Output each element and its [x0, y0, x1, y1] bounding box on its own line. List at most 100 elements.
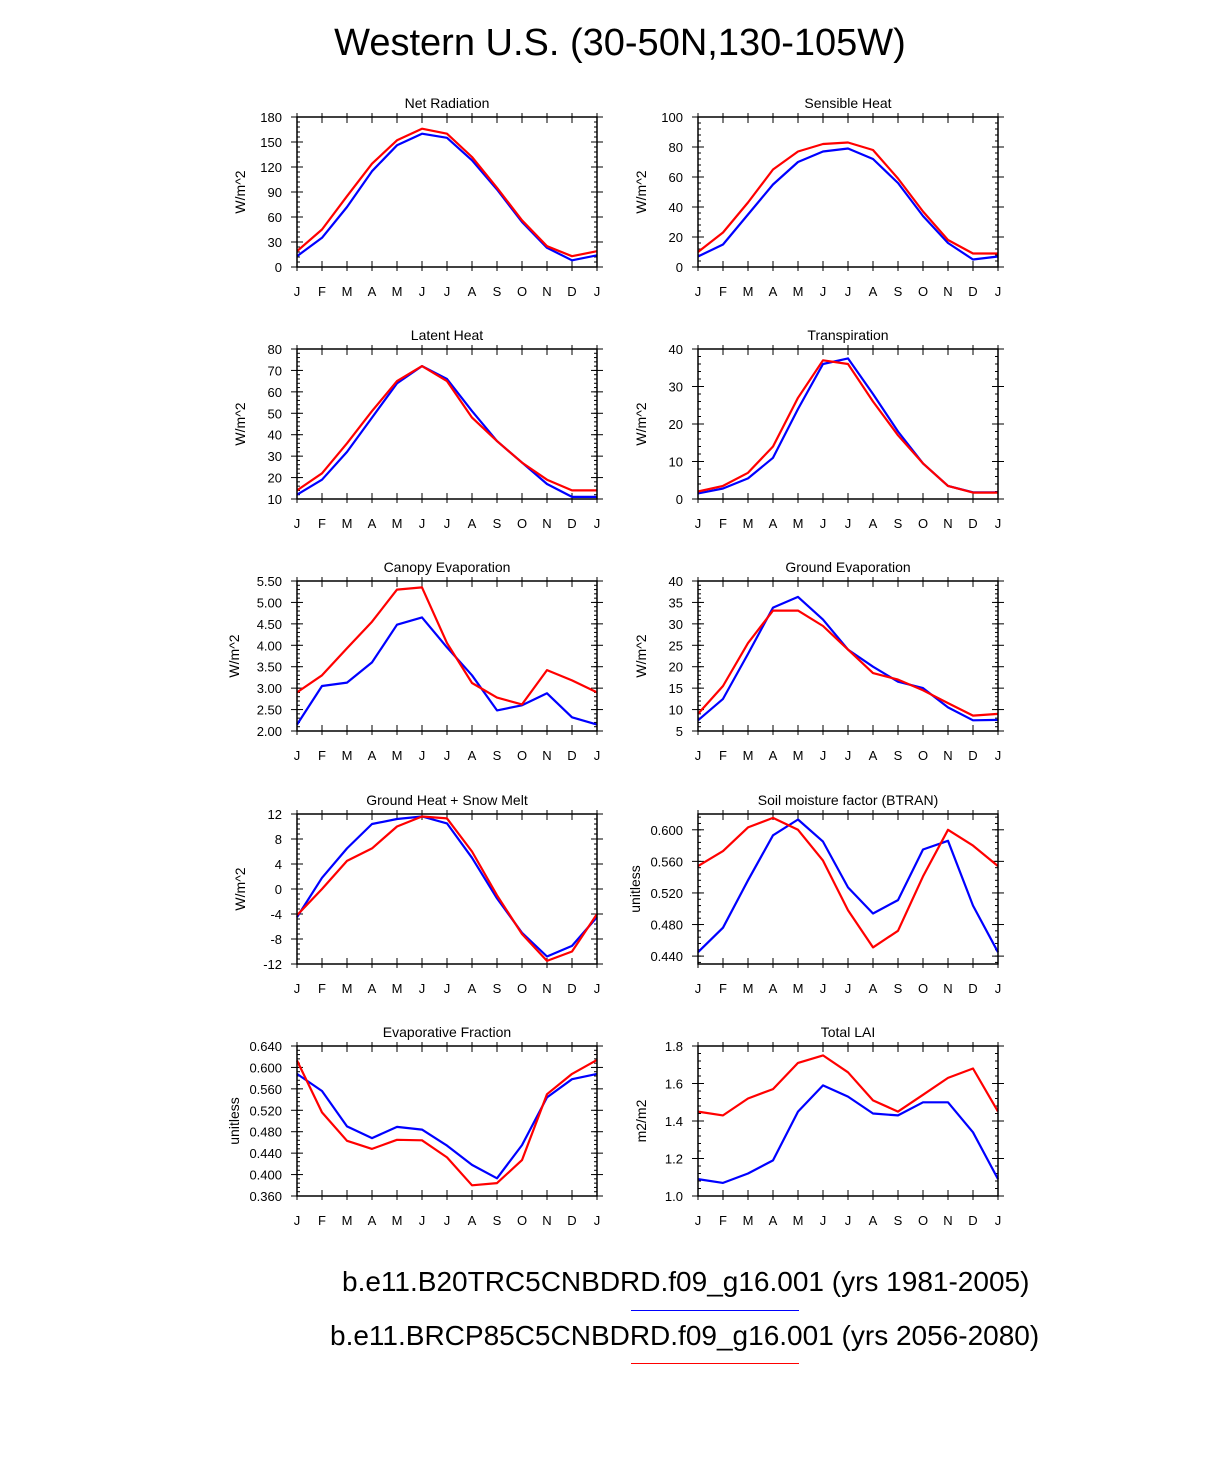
y-tick-label: 1.8	[665, 1039, 683, 1054]
x-tick-label: F	[719, 981, 727, 996]
x-tick-label: J	[294, 981, 301, 996]
chart-title: Sensible Heat	[804, 95, 891, 111]
y-tick-label: 0.520	[249, 1103, 282, 1118]
y-tick-label: 5.50	[257, 574, 282, 589]
chart-title: Ground Evaporation	[785, 559, 910, 575]
x-tick-label: J	[820, 748, 827, 763]
x-tick-label: J	[444, 284, 451, 299]
y-tick-label: 60	[669, 170, 683, 185]
x-tick-label: M	[342, 284, 353, 299]
y-axis-label: W/m^2	[633, 402, 649, 445]
x-tick-label: J	[995, 748, 1002, 763]
y-tick-label: 30	[669, 617, 683, 632]
legend-swatch-rcp85	[631, 1363, 799, 1364]
chart-title: Ground Heat + Snow Melt	[366, 792, 528, 808]
y-tick-label: 180	[260, 110, 282, 125]
x-tick-label: O	[918, 516, 928, 531]
x-tick-label: J	[845, 981, 852, 996]
series-line-rcp85	[697, 359, 998, 494]
x-tick-label: O	[517, 748, 527, 763]
x-tick-label: A	[769, 1213, 778, 1228]
x-tick-label: O	[517, 981, 527, 996]
y-tick-label: 20	[268, 471, 282, 486]
chart-title: Canopy Evaporation	[384, 559, 511, 575]
x-tick-label: D	[567, 1213, 576, 1228]
x-tick-label: J	[294, 284, 301, 299]
chart-title: Transpiration	[807, 327, 888, 343]
y-tick-label: -4	[270, 907, 282, 922]
x-tick-label: M	[743, 1213, 754, 1228]
x-tick-label: M	[743, 748, 754, 763]
x-tick-label: D	[567, 748, 576, 763]
x-tick-label: M	[793, 516, 804, 531]
x-tick-label: F	[318, 981, 326, 996]
y-tick-label: 0.360	[249, 1189, 282, 1204]
x-tick-label: S	[493, 1213, 502, 1228]
x-tick-label: J	[444, 748, 451, 763]
chart-ground-heat-snow-melt: Ground Heat + Snow Melt W/m^2 -12 -8 -4 0 4 8 12…	[232, 792, 603, 996]
x-tick-label: J	[820, 516, 827, 531]
x-tick-label: J	[820, 1213, 827, 1228]
series-line-historical	[697, 357, 998, 495]
x-tick-label: J	[594, 1213, 601, 1228]
x-tick-label: J	[845, 516, 852, 531]
series-line-historical	[697, 818, 999, 953]
y-tick-label: -12	[263, 957, 282, 972]
x-tick-label: M	[392, 1213, 403, 1228]
plot-frame	[296, 348, 598, 500]
x-tick-label: O	[918, 748, 928, 763]
x-tick-label: M	[743, 284, 754, 299]
x-tick-label: N	[542, 748, 551, 763]
x-tick-label: S	[493, 748, 502, 763]
y-tick-label: 30	[268, 235, 282, 250]
x-tick-label: A	[368, 516, 377, 531]
x-tick-label: J	[695, 1213, 702, 1228]
y-tick-label: 0.640	[249, 1039, 282, 1054]
chart-evaporative-fraction: Evaporative Fraction unitless 0.360 0.400 0.…	[226, 1024, 603, 1228]
x-tick-label: J	[695, 981, 702, 996]
x-tick-label: M	[392, 981, 403, 996]
y-tick-label: 10	[669, 455, 683, 470]
x-tick-label: D	[968, 748, 977, 763]
chart-title: Net Radiation	[405, 95, 490, 111]
x-tick-label: J	[419, 516, 426, 531]
x-tick-label: A	[468, 748, 477, 763]
legend-label-historical: b.e11.B20TRC5CNBDRD.f09_g16.001 (yrs 198…	[342, 1266, 1030, 1297]
x-tick-label: S	[894, 516, 903, 531]
x-tick-label: M	[743, 981, 754, 996]
x-tick-label: O	[918, 284, 928, 299]
x-tick-label: A	[368, 981, 377, 996]
chart-title: Evaporative Fraction	[383, 1024, 511, 1040]
series-line-rcp85	[697, 609, 999, 717]
x-tick-label: A	[769, 748, 778, 763]
y-tick-label: 2.00	[257, 724, 282, 739]
y-tick-label: 100	[661, 110, 683, 125]
series-line-rcp85	[296, 127, 598, 258]
series-line-rcp85	[296, 365, 597, 492]
x-tick-label: M	[342, 516, 353, 531]
x-tick-label: S	[493, 516, 502, 531]
y-tick-label: 40	[669, 200, 683, 215]
y-tick-label: -8	[270, 932, 282, 947]
series-line-historical	[296, 132, 598, 262]
x-tick-label: A	[769, 284, 778, 299]
y-tick-label: 8	[275, 832, 282, 847]
series-line-historical	[296, 616, 598, 726]
y-tick-label: 1.4	[665, 1114, 683, 1129]
y-tick-label: 0	[676, 492, 683, 507]
x-tick-label: J	[995, 1213, 1002, 1228]
plot-frame	[697, 580, 999, 732]
x-tick-label: M	[342, 748, 353, 763]
x-tick-label: D	[567, 284, 576, 299]
x-tick-label: J	[294, 748, 301, 763]
y-tick-label: 0.480	[249, 1125, 282, 1140]
x-tick-label: A	[769, 516, 778, 531]
y-tick-label: 40	[669, 342, 683, 357]
y-axis-label: m2/m2	[633, 1099, 649, 1142]
y-tick-label: 70	[268, 363, 282, 378]
y-axis-label: W/m^2	[232, 170, 248, 213]
y-tick-label: 4	[275, 857, 282, 872]
x-tick-label: J	[695, 748, 702, 763]
